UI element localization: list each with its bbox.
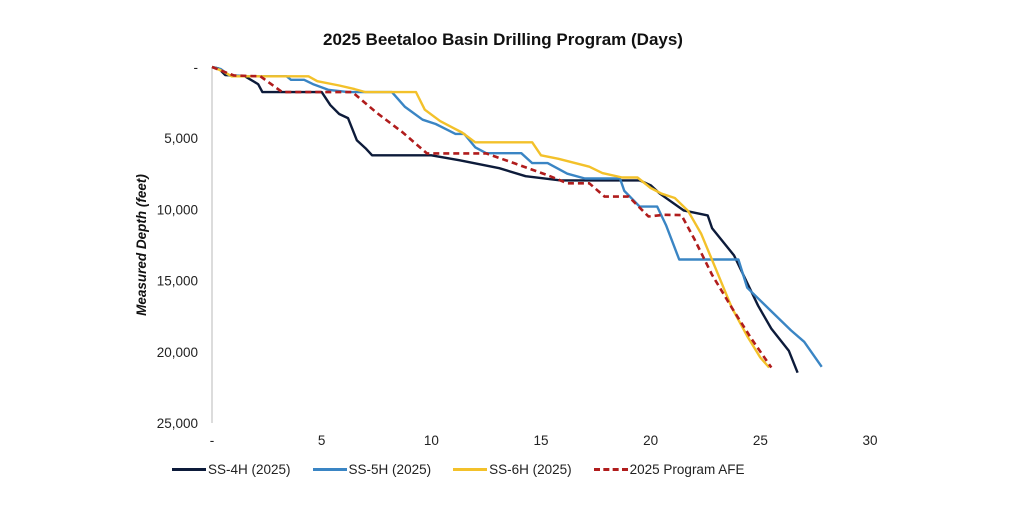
legend-item-ss-5h: SS-5H (2025) bbox=[312, 462, 432, 477]
x-tick-label: 25 bbox=[753, 433, 768, 448]
legend-swatch bbox=[172, 468, 206, 471]
legend-swatch bbox=[453, 468, 488, 471]
y-axis-label: Measured Depth (feet) bbox=[134, 174, 149, 316]
legend-swatch bbox=[593, 468, 628, 471]
y-tick-label: - bbox=[194, 60, 199, 75]
x-tick-label: 5 bbox=[318, 433, 326, 448]
legend-label: SS-6H (2025) bbox=[489, 462, 572, 477]
x-tick-label: 20 bbox=[643, 433, 658, 448]
legend-item-afe: 2025 Program AFE bbox=[593, 462, 745, 477]
y-tick-label: 25,000 bbox=[157, 416, 198, 431]
chart-title: 2025 Beetaloo Basin Drilling Program (Da… bbox=[323, 30, 683, 49]
x-tick-labels: - 5 10 15 20 25 30 bbox=[210, 433, 878, 448]
series-line-ss-4h-2025 bbox=[211, 65, 799, 374]
y-tick-label: 15,000 bbox=[157, 274, 198, 289]
legend-item-ss-4h: SS-4H (2025) bbox=[172, 462, 291, 477]
x-tick-label: - bbox=[210, 433, 215, 448]
legend-label: 2025 Program AFE bbox=[629, 462, 745, 477]
legend-swatch bbox=[312, 468, 347, 471]
x-tick-label: 30 bbox=[862, 433, 877, 448]
y-tick-label: 10,000 bbox=[157, 202, 198, 217]
series-line-2025-program-afe bbox=[211, 65, 773, 369]
x-tick-label: 10 bbox=[424, 433, 439, 448]
legend-label: SS-5H (2025) bbox=[348, 462, 432, 477]
x-tick-label: 15 bbox=[533, 433, 548, 448]
series-line-ss-5h-2025 bbox=[211, 65, 823, 368]
y-tick-labels: - 5,000 10,000 15,000 20,000 25,000 bbox=[157, 60, 198, 431]
series-lines bbox=[211, 65, 823, 374]
legend: SS-4H (2025) SS-5H (2025) SS-6H (2025) 2… bbox=[172, 462, 766, 477]
y-tick-label: 20,000 bbox=[157, 345, 198, 360]
legend-item-ss-6h: SS-6H (2025) bbox=[453, 462, 572, 477]
legend-label: SS-4H (2025) bbox=[208, 462, 291, 477]
y-tick-label: 5,000 bbox=[164, 131, 198, 146]
series-line-ss-6h-2025 bbox=[211, 65, 771, 369]
